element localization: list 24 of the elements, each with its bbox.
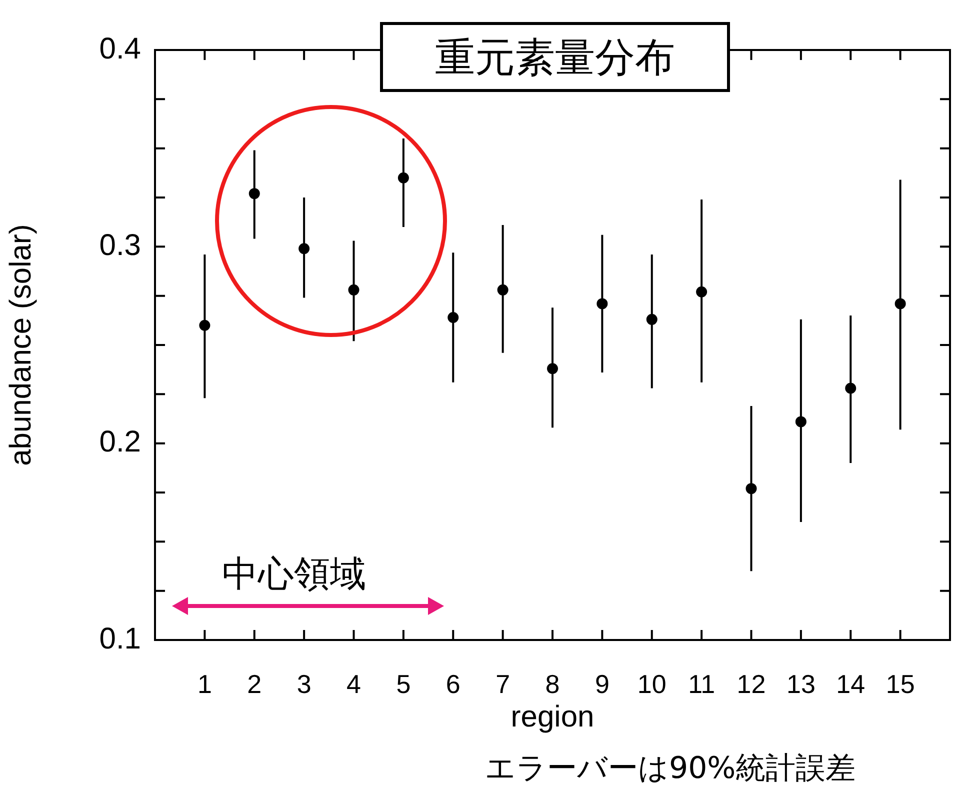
x-tick-label: 2: [247, 668, 262, 699]
x-tick-label: 4: [346, 668, 361, 699]
x-tick-label: 11: [688, 668, 716, 699]
x-tick-label: 6: [446, 668, 460, 699]
y-axis-title: abundance (solar): [4, 224, 38, 466]
x-tick-label: 1: [197, 668, 212, 699]
chart-title: 重元素量分布: [380, 22, 730, 92]
y-tick-label: 0.4: [99, 32, 141, 66]
x-axis-title: region: [510, 700, 594, 734]
x-tick-label: 14: [836, 668, 866, 699]
x-tick-label: 13: [786, 668, 816, 699]
annotation: 中心領域: [222, 553, 366, 597]
x-tick-label: 9: [594, 668, 610, 699]
x-tick-label: 15: [886, 668, 915, 699]
x-tick-label: 8: [545, 668, 560, 699]
x-tick-label: 5: [396, 668, 411, 699]
y-tick-label: 0.2: [99, 426, 141, 459]
x-tick-label: 3: [296, 668, 312, 699]
x-tick-label: 7: [496, 668, 510, 699]
text: エラーバーは90%統計誤差: [485, 750, 856, 785]
y-tick-label: 0.3: [99, 228, 141, 262]
y-tick-label: 0.1: [99, 622, 141, 656]
x-tick-label: 10: [637, 668, 666, 699]
x-tick-label: 12: [736, 668, 766, 699]
